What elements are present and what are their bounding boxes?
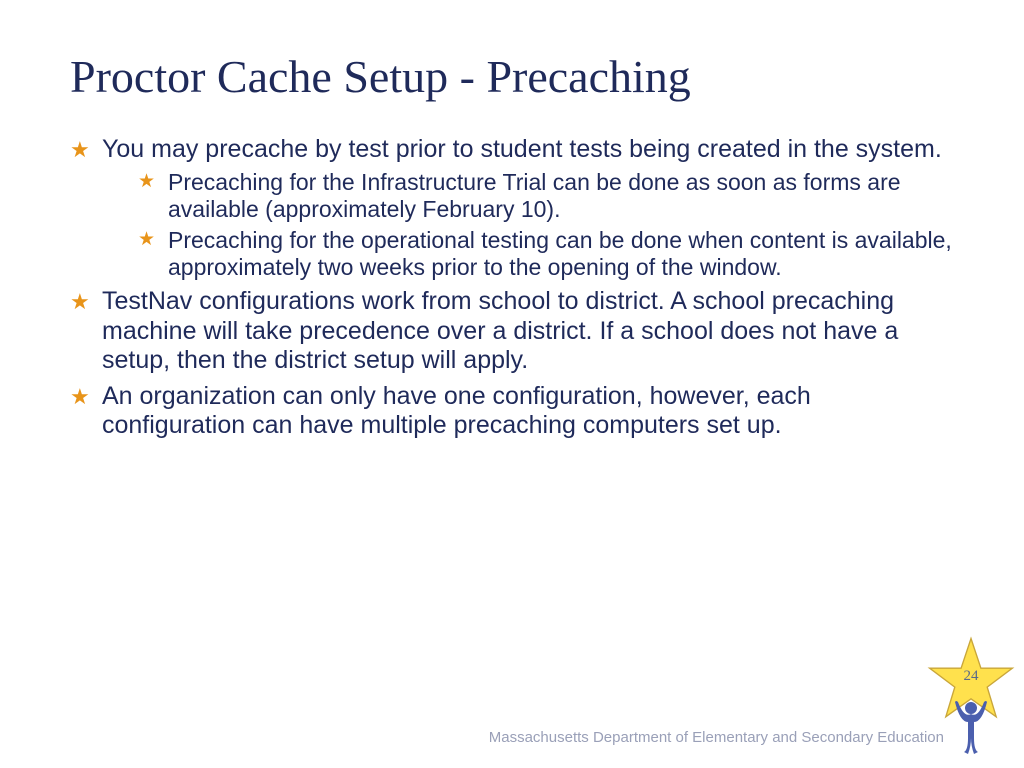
sub-bullet-item: Precaching for the Infrastructure Trial … xyxy=(138,169,954,223)
slide-container: Proctor Cache Setup - Precaching You may… xyxy=(0,0,1024,768)
page-decoration: 24 xyxy=(926,634,1016,754)
bullet-item: TestNav configurations work from school … xyxy=(70,287,954,376)
sub-bullet-item: Precaching for the operational testing c… xyxy=(138,227,954,281)
bullet-text: You may precache by test prior to studen… xyxy=(102,135,942,163)
sub-bullet-list: Precaching for the Infrastructure Trial … xyxy=(102,169,954,282)
footer-text: Massachusetts Department of Elementary a… xyxy=(489,729,944,746)
bullet-item: An organization can only have one config… xyxy=(70,382,954,441)
slide-title: Proctor Cache Setup - Precaching xyxy=(70,50,954,103)
bullet-list: You may precache by test prior to studen… xyxy=(70,135,954,441)
person-icon xyxy=(954,698,988,754)
bullet-item: You may precache by test prior to studen… xyxy=(70,135,954,281)
page-number: 24 xyxy=(926,668,1016,685)
